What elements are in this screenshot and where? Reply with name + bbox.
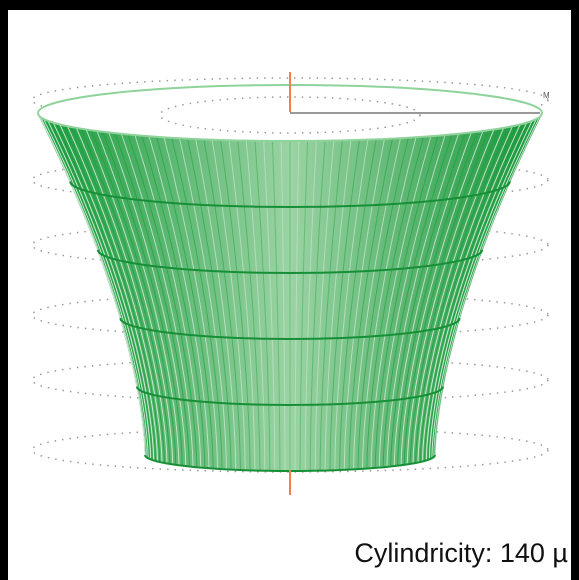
streak xyxy=(433,115,542,457)
streak xyxy=(334,139,369,471)
streak xyxy=(362,137,417,469)
streak xyxy=(127,134,198,468)
caption: Cylindricity: 140 µ xyxy=(354,538,568,568)
streak xyxy=(378,134,446,468)
streak xyxy=(400,130,484,466)
streak xyxy=(245,140,266,471)
streak xyxy=(403,130,490,465)
streak xyxy=(195,138,237,470)
streak xyxy=(41,117,148,458)
streak xyxy=(171,137,223,470)
streak xyxy=(431,118,537,459)
streak xyxy=(427,121,531,460)
marker-label: M xyxy=(543,91,550,100)
ring xyxy=(119,317,461,341)
streak xyxy=(432,117,539,458)
streak xyxy=(412,127,505,464)
streak xyxy=(324,140,352,471)
streak xyxy=(55,123,157,462)
streak xyxy=(417,125,513,463)
streak xyxy=(428,120,533,460)
streak xyxy=(52,122,155,461)
streak xyxy=(314,140,335,471)
streak xyxy=(263,140,276,471)
ring xyxy=(96,249,484,275)
streak xyxy=(80,128,171,464)
streak xyxy=(425,122,528,461)
ring xyxy=(69,181,511,209)
streak xyxy=(148,136,210,469)
streak xyxy=(357,137,409,470)
streak xyxy=(353,138,401,470)
streak xyxy=(393,132,472,467)
streak xyxy=(370,136,432,469)
streak xyxy=(419,125,517,463)
streak xyxy=(299,140,309,471)
dotted-ring xyxy=(31,357,549,403)
streak xyxy=(294,140,300,471)
dotted-ring xyxy=(31,427,549,473)
streak xyxy=(254,140,271,471)
streak xyxy=(409,128,500,464)
streak xyxy=(75,127,168,464)
streak xyxy=(40,116,147,458)
streak xyxy=(329,139,360,471)
streak xyxy=(120,133,194,467)
streak xyxy=(237,140,261,471)
streak xyxy=(90,130,177,465)
streak xyxy=(108,132,187,467)
streak xyxy=(271,140,281,471)
streak xyxy=(304,140,317,471)
ring xyxy=(135,386,445,407)
streak xyxy=(45,119,150,459)
streak xyxy=(319,140,343,471)
streak xyxy=(430,119,535,459)
streak xyxy=(422,124,521,462)
streak xyxy=(280,140,286,471)
inner-ring-top xyxy=(159,96,421,134)
dotted-ring xyxy=(31,292,549,338)
streak xyxy=(179,138,227,470)
streak xyxy=(67,125,163,463)
streak xyxy=(423,123,525,462)
streak xyxy=(386,133,460,467)
streak xyxy=(220,139,251,471)
streak xyxy=(366,136,424,469)
streak xyxy=(59,124,158,462)
streak xyxy=(390,132,466,467)
streak xyxy=(397,131,478,466)
streak xyxy=(49,121,153,460)
streak xyxy=(348,138,393,470)
streak xyxy=(382,134,453,468)
streak xyxy=(228,140,256,471)
streak xyxy=(37,112,146,456)
dotted-ring xyxy=(31,157,549,203)
streak xyxy=(96,130,180,466)
streak xyxy=(71,126,165,464)
streak xyxy=(43,118,149,459)
dotted-ring xyxy=(31,77,549,123)
streak xyxy=(203,139,241,471)
streak xyxy=(47,120,152,460)
streak xyxy=(85,129,174,465)
streak xyxy=(163,137,218,469)
streak xyxy=(63,125,161,463)
streak xyxy=(374,135,439,468)
streak xyxy=(309,140,326,471)
streak xyxy=(141,135,206,468)
streak xyxy=(406,129,495,465)
streak xyxy=(339,139,377,471)
streak xyxy=(187,138,232,470)
streak xyxy=(156,136,214,469)
streak xyxy=(211,139,246,471)
streak xyxy=(134,134,202,468)
streak xyxy=(433,116,540,458)
streak xyxy=(415,126,509,464)
dotted-ring xyxy=(31,222,549,268)
streak xyxy=(343,138,385,470)
streak xyxy=(114,132,190,467)
streak xyxy=(102,131,183,466)
